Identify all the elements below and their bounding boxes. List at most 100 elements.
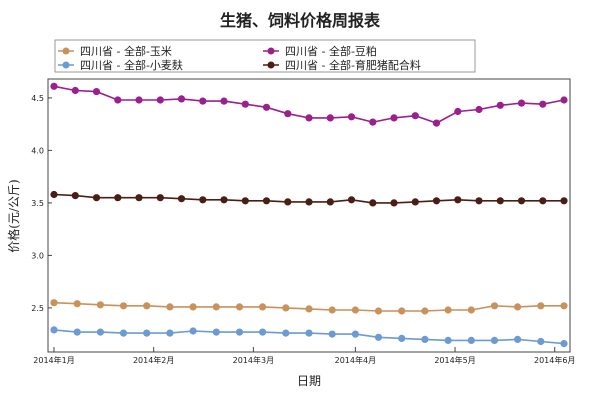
data-point: [514, 303, 522, 311]
data-point: [135, 96, 143, 104]
chart-title: 生猪、饲料价格周报表: [220, 11, 381, 30]
x-tick-label: 2014年3月: [233, 355, 274, 365]
data-point: [282, 304, 290, 312]
data-point: [114, 96, 122, 104]
data-point: [560, 302, 568, 310]
data-point: [50, 82, 58, 90]
data-point: [235, 303, 244, 311]
data-point: [166, 303, 174, 311]
data-point: [50, 299, 58, 307]
legend-marker: [267, 61, 275, 69]
data-point: [305, 198, 313, 206]
data-point: [454, 107, 462, 116]
data-point: [454, 196, 462, 204]
legend-marker: [62, 61, 70, 69]
data-point: [537, 302, 545, 310]
data-point: [262, 197, 271, 205]
data-point: [259, 328, 267, 336]
series-group: [50, 299, 568, 315]
x-tick-label: 2014年6月: [534, 355, 575, 365]
series-group: [50, 326, 568, 348]
series-group: [50, 190, 568, 207]
x-tick-label: 2014年4月: [335, 355, 376, 365]
data-point: [537, 337, 545, 346]
data-point: [114, 194, 122, 202]
data-point: [284, 198, 292, 206]
data-point: [475, 105, 483, 114]
data-point: [189, 327, 197, 335]
data-point: [166, 329, 174, 337]
data-point: [539, 197, 547, 205]
data-point: [398, 307, 406, 315]
data-point: [496, 197, 504, 205]
x-tick-label: 2014年1月: [33, 355, 74, 365]
data-point: [347, 196, 356, 204]
data-point: [369, 118, 377, 126]
data-point: [305, 305, 313, 313]
y-tick-label: 3.0: [31, 251, 44, 260]
series-layer: [50, 82, 568, 348]
data-point: [73, 328, 81, 336]
data-point: [71, 86, 79, 95]
data-point: [241, 197, 249, 205]
data-point: [496, 101, 504, 109]
data-point: [326, 198, 334, 206]
data-point: [71, 192, 79, 200]
data-point: [421, 307, 429, 315]
data-point: [347, 113, 356, 121]
data-point: [432, 197, 441, 205]
data-point: [177, 95, 186, 103]
data-point: [374, 307, 383, 315]
plot-frame: [47, 78, 571, 353]
data-point: [143, 329, 151, 337]
data-point: [374, 333, 383, 341]
data-point: [73, 300, 81, 308]
data-point: [475, 197, 483, 205]
data-point: [212, 303, 220, 311]
data-point: [560, 340, 568, 348]
data-point: [514, 335, 522, 343]
data-point: [284, 110, 292, 118]
data-point: [398, 334, 406, 342]
data-point: [490, 302, 499, 310]
y-axis-label: 价格(元/公斤): [6, 179, 21, 252]
data-point: [119, 302, 128, 310]
data-point: [92, 194, 101, 202]
data-point: [517, 197, 526, 205]
data-point: [156, 194, 164, 202]
legend-label: 四川省 - 全部-育肥猪配合料: [285, 58, 421, 72]
y-tick-label: 3.5: [31, 199, 44, 208]
data-point: [351, 306, 359, 314]
data-point: [517, 99, 526, 107]
data-point: [369, 199, 377, 207]
data-point: [467, 336, 475, 344]
data-point: [135, 194, 143, 202]
legend-label: 四川省 - 全部-小麦麸: [80, 58, 183, 72]
data-point: [305, 114, 313, 122]
data-point: [444, 306, 452, 314]
data-point: [411, 112, 419, 120]
data-point: [390, 114, 398, 122]
data-point: [259, 303, 267, 311]
data-point: [390, 199, 398, 207]
data-point: [560, 197, 568, 205]
x-tick-label: 2014年5月: [434, 355, 475, 365]
data-point: [539, 100, 547, 108]
data-point: [143, 302, 151, 310]
y-axis-ticks: 2.5 3.0 3.5 4.0 4.5: [31, 94, 52, 313]
y-tick-label: 2.5: [31, 304, 44, 313]
legend-box: [54, 39, 476, 73]
data-point: [156, 96, 164, 104]
data-point: [96, 328, 104, 336]
data-point: [560, 96, 568, 104]
y-tick-label: 4.5: [31, 94, 44, 103]
x-axis-label: 日期: [297, 374, 321, 388]
data-point: [199, 97, 207, 105]
data-point: [421, 335, 429, 343]
data-point: [50, 190, 58, 199]
data-point: [50, 326, 58, 334]
data-point: [262, 103, 271, 111]
data-point: [351, 330, 359, 338]
series-group: [50, 82, 568, 127]
